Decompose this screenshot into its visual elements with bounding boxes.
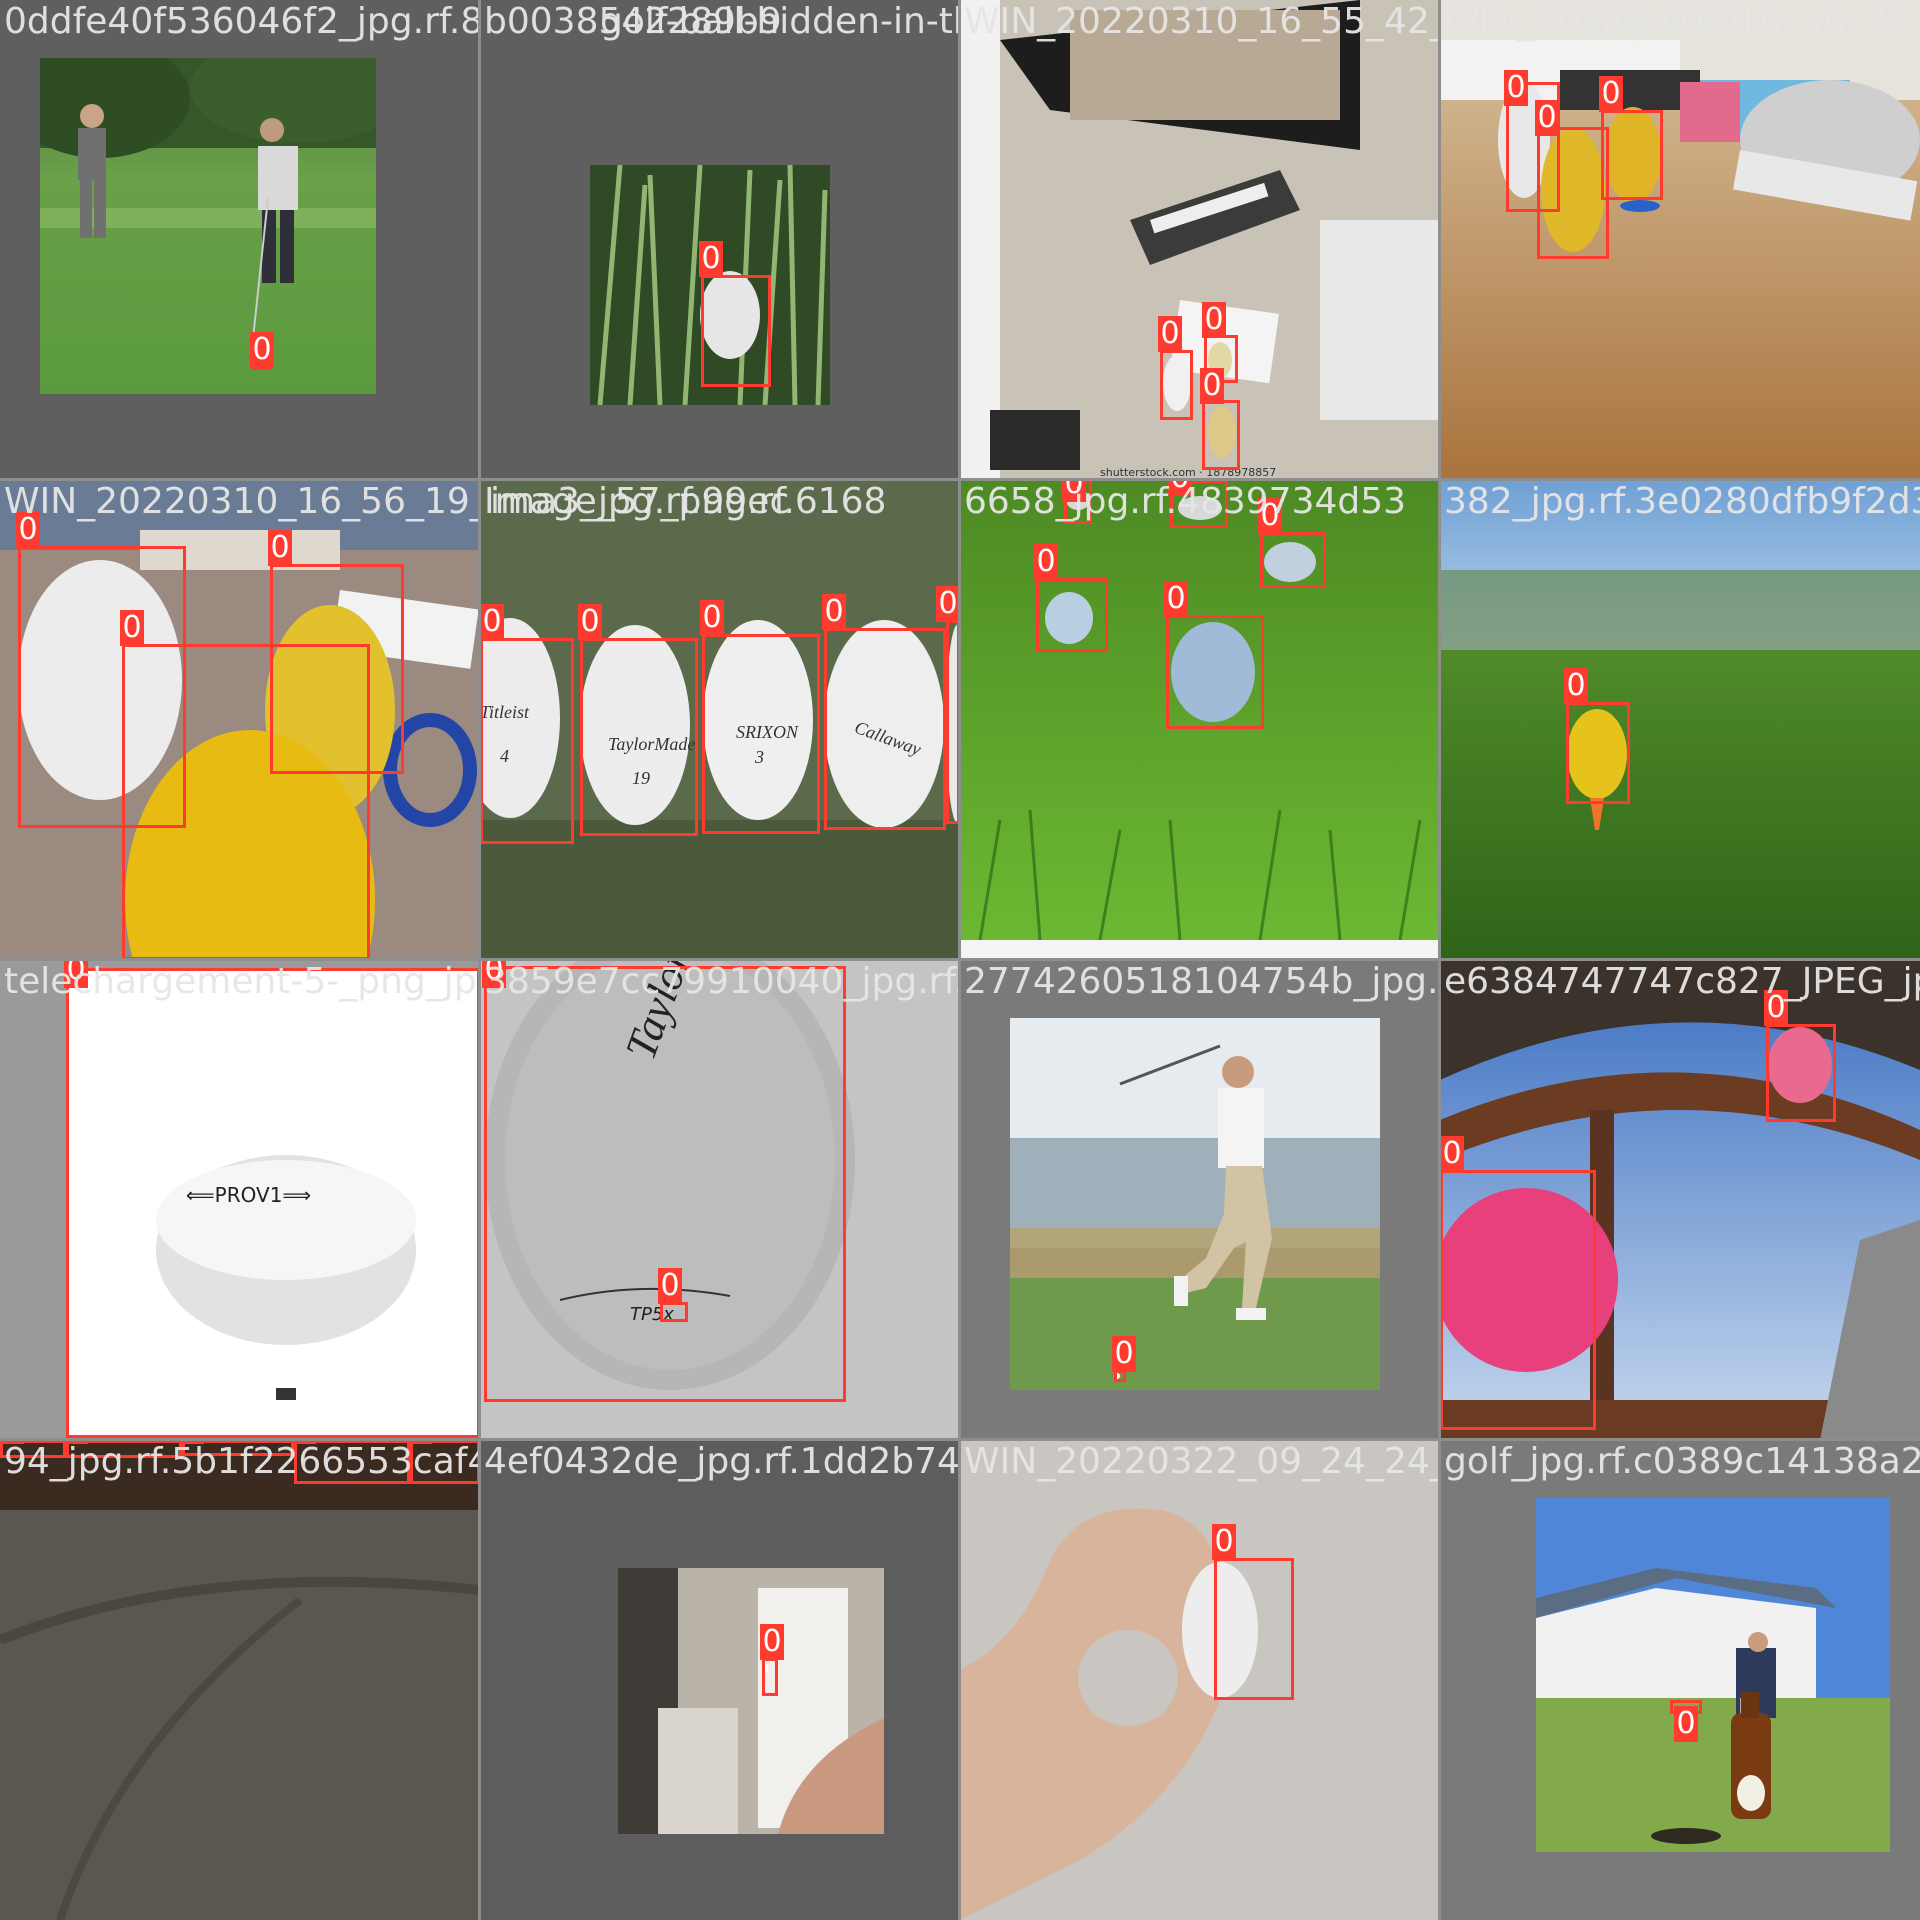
detection-box (66, 968, 480, 1438)
class-label: 0 (1674, 1706, 1698, 1742)
class-label: 0 (1764, 990, 1788, 1026)
photo-hand-ball (960, 1440, 1440, 1920)
detection-box (122, 644, 370, 960)
tile-ball-in-rough: 0 b0038542289b9 golf-ball-hidden-in-the-… (480, 0, 960, 480)
class-label: 0 (16, 512, 40, 548)
class-label: 0 (1599, 76, 1623, 112)
detection-box (1766, 1024, 1836, 1122)
class-label: 0 (822, 594, 846, 630)
photo-putting-green (40, 58, 376, 394)
detection-box (294, 1440, 410, 1484)
class-label: 0 (268, 530, 292, 566)
class-label: 0 (1564, 668, 1588, 704)
detection-box (1214, 1558, 1294, 1700)
class-label: 0 (1158, 316, 1182, 352)
class-label: 0 (1112, 1336, 1136, 1372)
class-label: 0 (1062, 480, 1086, 502)
class-label: 0 (1034, 544, 1058, 580)
detection-box (1166, 615, 1264, 729)
photo-golf-beer (1536, 1498, 1890, 1852)
grid-line (0, 1438, 1920, 1441)
class-label: 0 (64, 960, 88, 988)
photo-yellow-ball-tee (1440, 480, 1920, 960)
class-label: 0 (578, 604, 602, 640)
photo-dark-fabric (0, 1440, 480, 1920)
detection-box (1160, 350, 1193, 420)
detection-box (1036, 578, 1108, 652)
detection-box (480, 638, 574, 844)
class-label: 0 (658, 1268, 682, 1304)
photo-golfer-swing (1010, 1018, 1380, 1390)
detection-box (1202, 400, 1240, 470)
tile-hand-ball: 0 WIN_20220322_09_24_24_ (960, 1440, 1440, 1920)
class-label: 0 (760, 1624, 784, 1660)
tile-golf-beer: 0 golf_jpg.rf.c0389c14138a2 (1440, 1440, 1920, 1920)
class-label: 0 (1202, 302, 1226, 338)
detection-box (484, 966, 846, 1402)
detection-box (660, 1302, 688, 1322)
class-label: 0 (1535, 100, 1559, 136)
class-label: 0 (482, 960, 506, 988)
class-label: 0 (1258, 498, 1282, 534)
detection-box (824, 628, 946, 830)
class-label: 0 (480, 604, 504, 640)
detection-box (580, 638, 698, 836)
tile-closeup-balls: 0 0 0 WIN_20220310_16_56_19_ (0, 480, 480, 960)
tile-branded-balls-row: Titleist 4 TaylorMade 19 SRIXON 3 Callaw… (480, 480, 960, 960)
class-label: 0 (1168, 480, 1192, 496)
class-label: 0 (699, 241, 723, 277)
class-label: 0 (250, 332, 274, 368)
class-label: 0 (936, 586, 960, 622)
tile-tp5x-closeup: Taylor TP5x 0 0 3859e7cc79910040_jpg.rf.… (480, 960, 960, 1440)
tile-pink-balls: 0 0 e6384747747c827_JPEG_jpg (1440, 960, 1920, 1440)
tile-desk-yellow-balls: 0 0 0 WIN_20220310_16_56_23_ jpg.rf.a0 (1440, 0, 1920, 480)
detection-box (1566, 702, 1630, 804)
detection-box (1260, 532, 1326, 588)
class-label: 0 (1212, 1524, 1236, 1560)
detection-box (701, 275, 771, 387)
tile-yellow-ball-tee: 0 382_jpg.rf.3e0280dfb9f2d32 (1440, 480, 1920, 960)
class-label: 0 (1440, 1136, 1464, 1172)
class-label: 0 (1164, 581, 1188, 617)
tile-dark-fabric: 0 0 0 0 0 94_jpg.rf.5b1f2266553caf494 (0, 1440, 480, 1920)
tile-indoor-room: 0 4ef0432de_jpg.rf.1dd2b74f63cb (480, 1440, 960, 1920)
class-label: 0 (700, 600, 724, 636)
photo-indoor-room (618, 1568, 884, 1834)
detection-box (762, 1658, 778, 1696)
tile-desk-keyboard: shutterstock.com · 1878978857 0 0 0 WIN_… (960, 0, 1440, 480)
tile-golfer-swing: 0 2774260518104754b_jpg.rf.d (960, 960, 1440, 1440)
tile-balls-in-grass: 0 0 0 0 0 6658_jpg.rf.4839734d53 (960, 480, 1440, 960)
class-label: 0 (1200, 368, 1224, 404)
class-label: 0 (120, 610, 144, 646)
tile-putting-green: 0 0ddfe40f536046f2_jpg.rf.833 (0, 0, 480, 480)
detection-box (410, 1440, 480, 1484)
detection-box (702, 634, 820, 834)
tile-pro-v1: ⟸PROV1⟹ 0 telechargement-5-_png_jpg.rf.3 (0, 960, 480, 1440)
class-label: 0 (1504, 70, 1528, 106)
grid-line (0, 958, 1920, 961)
detection-box (1440, 1170, 1596, 1430)
detection-box (1601, 110, 1663, 200)
photo-desk-keyboard: shutterstock.com · 1878978857 (960, 0, 1440, 480)
detection-box (1537, 127, 1609, 259)
grid-line (0, 478, 1920, 481)
